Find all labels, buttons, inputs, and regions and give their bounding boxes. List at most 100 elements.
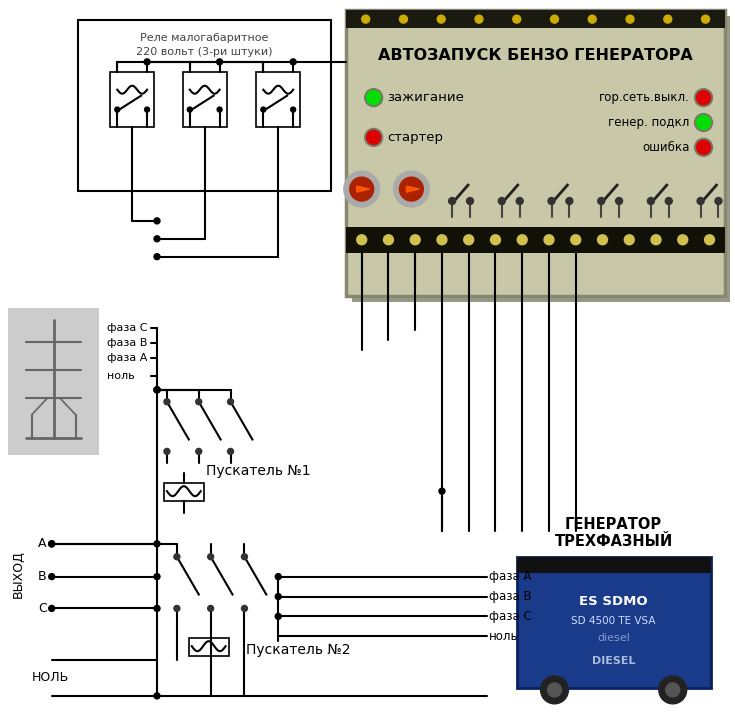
Circle shape <box>697 140 711 155</box>
Text: гор.сеть.выкл.: гор.сеть.выкл. <box>599 91 689 104</box>
Circle shape <box>475 15 483 23</box>
Circle shape <box>367 130 381 145</box>
Text: ES SDMO: ES SDMO <box>579 595 648 608</box>
Circle shape <box>665 198 673 204</box>
Circle shape <box>365 88 383 106</box>
Circle shape <box>49 574 54 580</box>
Text: стартер: стартер <box>387 131 443 144</box>
Circle shape <box>695 138 712 156</box>
Text: diesel: diesel <box>597 633 630 644</box>
Circle shape <box>540 676 568 704</box>
Circle shape <box>154 541 160 547</box>
Circle shape <box>626 15 634 23</box>
Text: фаза В: фаза В <box>489 590 531 603</box>
Circle shape <box>544 235 554 244</box>
Text: ТРЕХФАЗНЫЙ: ТРЕХФАЗНЫЙ <box>554 534 673 549</box>
Text: Пускатель №1: Пускатель №1 <box>206 464 311 478</box>
Circle shape <box>516 198 523 204</box>
Circle shape <box>651 235 661 244</box>
Text: фаза В: фаза В <box>107 338 148 348</box>
Circle shape <box>187 107 193 112</box>
Bar <box>517 557 711 572</box>
Circle shape <box>598 198 605 204</box>
Circle shape <box>217 107 222 112</box>
Circle shape <box>437 235 447 244</box>
Circle shape <box>517 235 527 244</box>
Bar <box>345 10 725 28</box>
Text: фаза А: фаза А <box>489 570 531 583</box>
Text: зажигание: зажигание <box>387 91 465 104</box>
Circle shape <box>384 235 393 244</box>
Circle shape <box>664 15 672 23</box>
Bar <box>352 16 731 303</box>
Circle shape <box>242 554 248 559</box>
Circle shape <box>154 693 160 699</box>
Circle shape <box>697 198 704 204</box>
Text: фаза С: фаза С <box>489 610 531 623</box>
Circle shape <box>208 554 214 559</box>
Text: ноль: ноль <box>107 371 135 381</box>
Text: С: С <box>37 602 46 615</box>
Bar <box>257 72 300 127</box>
Text: 220 вольт (3-ри штуки): 220 вольт (3-ри штуки) <box>136 47 273 57</box>
Circle shape <box>697 116 711 129</box>
Circle shape <box>154 387 160 393</box>
Circle shape <box>362 15 370 23</box>
Circle shape <box>695 114 712 132</box>
Circle shape <box>448 198 456 204</box>
Circle shape <box>400 177 423 201</box>
Circle shape <box>290 59 296 65</box>
Circle shape <box>49 605 54 611</box>
Circle shape <box>598 235 607 244</box>
Circle shape <box>350 177 373 201</box>
Circle shape <box>290 107 295 112</box>
Bar <box>517 557 711 688</box>
Bar <box>345 10 725 296</box>
Circle shape <box>154 574 160 580</box>
Circle shape <box>115 107 120 112</box>
Circle shape <box>144 59 150 65</box>
Circle shape <box>715 198 722 204</box>
Text: ноль: ноль <box>489 630 518 643</box>
Text: Пускатель №2: Пускатель №2 <box>246 644 351 657</box>
Text: ГЕНЕРАТОР: ГЕНЕРАТОР <box>565 518 662 533</box>
Circle shape <box>551 15 559 23</box>
Circle shape <box>164 449 170 454</box>
Circle shape <box>365 129 383 147</box>
Text: DIESEL: DIESEL <box>592 656 635 666</box>
Circle shape <box>513 15 520 23</box>
Circle shape <box>154 236 160 242</box>
Circle shape <box>145 107 149 112</box>
Circle shape <box>276 574 282 580</box>
Circle shape <box>208 605 214 611</box>
Circle shape <box>228 399 234 405</box>
Circle shape <box>154 605 160 611</box>
Text: фаза А: фаза А <box>107 353 148 363</box>
Bar <box>345 226 725 252</box>
Circle shape <box>439 488 445 494</box>
Circle shape <box>566 198 573 204</box>
Circle shape <box>678 235 688 244</box>
Circle shape <box>498 198 505 204</box>
Circle shape <box>154 387 160 393</box>
Circle shape <box>228 449 234 454</box>
Text: SD 4500 TE VSA: SD 4500 TE VSA <box>571 616 656 626</box>
Circle shape <box>217 59 223 65</box>
Circle shape <box>571 235 581 244</box>
Polygon shape <box>356 186 370 192</box>
Bar <box>183 72 226 127</box>
Circle shape <box>174 605 180 611</box>
Circle shape <box>437 15 445 23</box>
Circle shape <box>261 107 266 112</box>
Text: А: А <box>37 537 46 550</box>
Circle shape <box>548 198 555 204</box>
Circle shape <box>588 15 596 23</box>
Circle shape <box>695 88 712 106</box>
Circle shape <box>666 683 680 697</box>
Circle shape <box>490 235 501 244</box>
Circle shape <box>344 171 379 207</box>
Circle shape <box>276 593 282 600</box>
Circle shape <box>624 235 634 244</box>
Text: АВТОЗАПУСК БЕНЗО ГЕНЕРАТОРА: АВТОЗАПУСК БЕНЗО ГЕНЕРАТОРА <box>379 48 693 63</box>
Circle shape <box>467 198 473 204</box>
